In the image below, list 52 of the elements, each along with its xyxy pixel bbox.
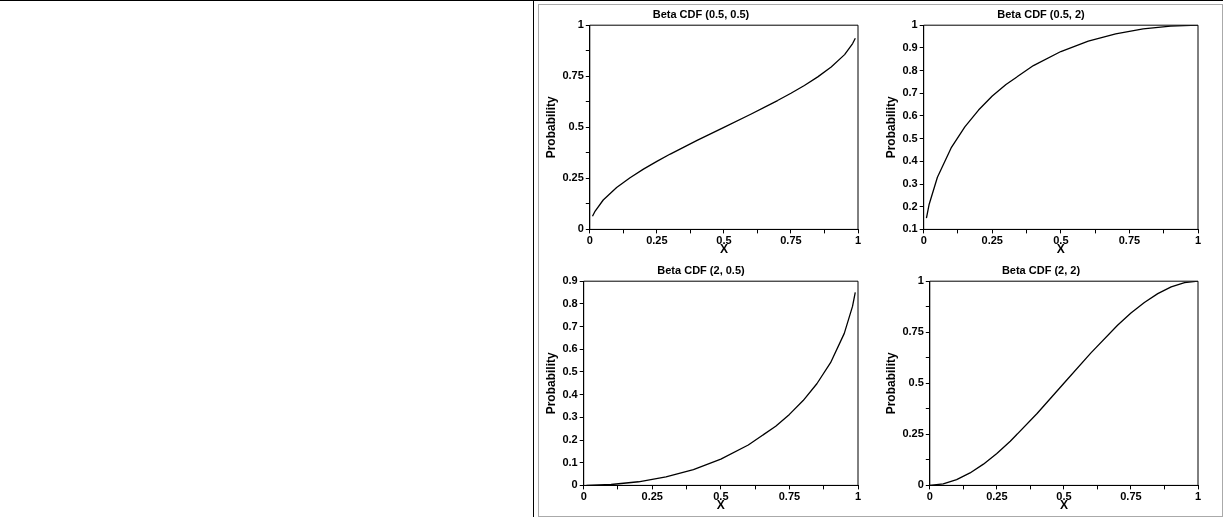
y-tick-label: 0.5 (908, 376, 924, 389)
chart-title: Beta CDF (2, 0.5) (657, 263, 746, 276)
x-tick-label: 1 (854, 234, 862, 247)
y-tick-label: 0 (571, 478, 578, 491)
y-axis-title: Probability (543, 351, 558, 415)
x-tick-label: 0.75 (1118, 234, 1141, 247)
y-tick-label: 0.9 (562, 274, 578, 287)
chart-title: Beta CDF (2, 2) (1001, 263, 1081, 276)
chart-title: Beta CDF (0.5, 0.5) (652, 7, 750, 20)
y-tick-label: 1 (577, 18, 584, 31)
y-axis-title: Probability (543, 95, 558, 159)
y-tick-label: 0.7 (562, 319, 578, 332)
y-tick-label: 0.2 (902, 199, 918, 212)
x-tick-label: 0 (926, 490, 933, 503)
y-tick-label: 0 (577, 222, 584, 235)
x-tick-label: 1 (1194, 234, 1202, 247)
y-tick-label: 0 (917, 478, 924, 491)
y-tick-label: 0.25 (562, 171, 584, 184)
y-axis-title: Probability (883, 95, 898, 159)
y-tick-label: 0.6 (562, 342, 578, 355)
y-tick-label: 0.25 (902, 427, 924, 440)
y-tick-label: 0.75 (562, 69, 584, 82)
y-tick-label: 0.5 (568, 120, 584, 133)
y-tick-label: 0.6 (902, 108, 918, 121)
y-tick-label: 0.7 (902, 86, 918, 99)
x-tick-label: 0.25 (646, 234, 668, 247)
x-tick-label: 0 (586, 234, 593, 247)
x-tick-label: 0.75 (780, 234, 802, 247)
y-tick-label: 0.5 (562, 364, 578, 377)
x-tick-label: 1 (1194, 490, 1202, 503)
y-tick-label: 0.5 (902, 131, 918, 144)
x-tick-label: 0.25 (641, 490, 663, 503)
y-tick-label: 0.9 (902, 40, 918, 53)
y-tick-label: 0.4 (562, 387, 579, 400)
x-tick-label: 0.75 (778, 490, 801, 503)
y-tick-label: 0.8 (562, 296, 578, 309)
y-tick-label: 0.1 (902, 222, 918, 235)
y-tick-label: 0.3 (902, 177, 918, 190)
y-tick-label: 0.4 (902, 154, 919, 167)
y-tick-label: 0.3 (562, 410, 578, 423)
y-tick-label: 0.8 (902, 63, 918, 76)
x-tick-label: 0.25 (981, 234, 1003, 247)
y-tick-label: 0.2 (562, 433, 578, 446)
x-tick-label: 0.75 (1120, 490, 1142, 503)
y-tick-label: 1 (911, 18, 918, 31)
chart-title: Beta CDF (0.5, 2) (997, 7, 1086, 20)
x-tick-label: 1 (854, 490, 862, 503)
x-tick-label: 0.25 (986, 490, 1008, 503)
y-tick-label: 0.1 (562, 455, 578, 468)
y-axis-title: Probability (883, 351, 898, 415)
y-tick-label: 1 (917, 274, 924, 287)
y-tick-label: 0.75 (902, 325, 924, 338)
